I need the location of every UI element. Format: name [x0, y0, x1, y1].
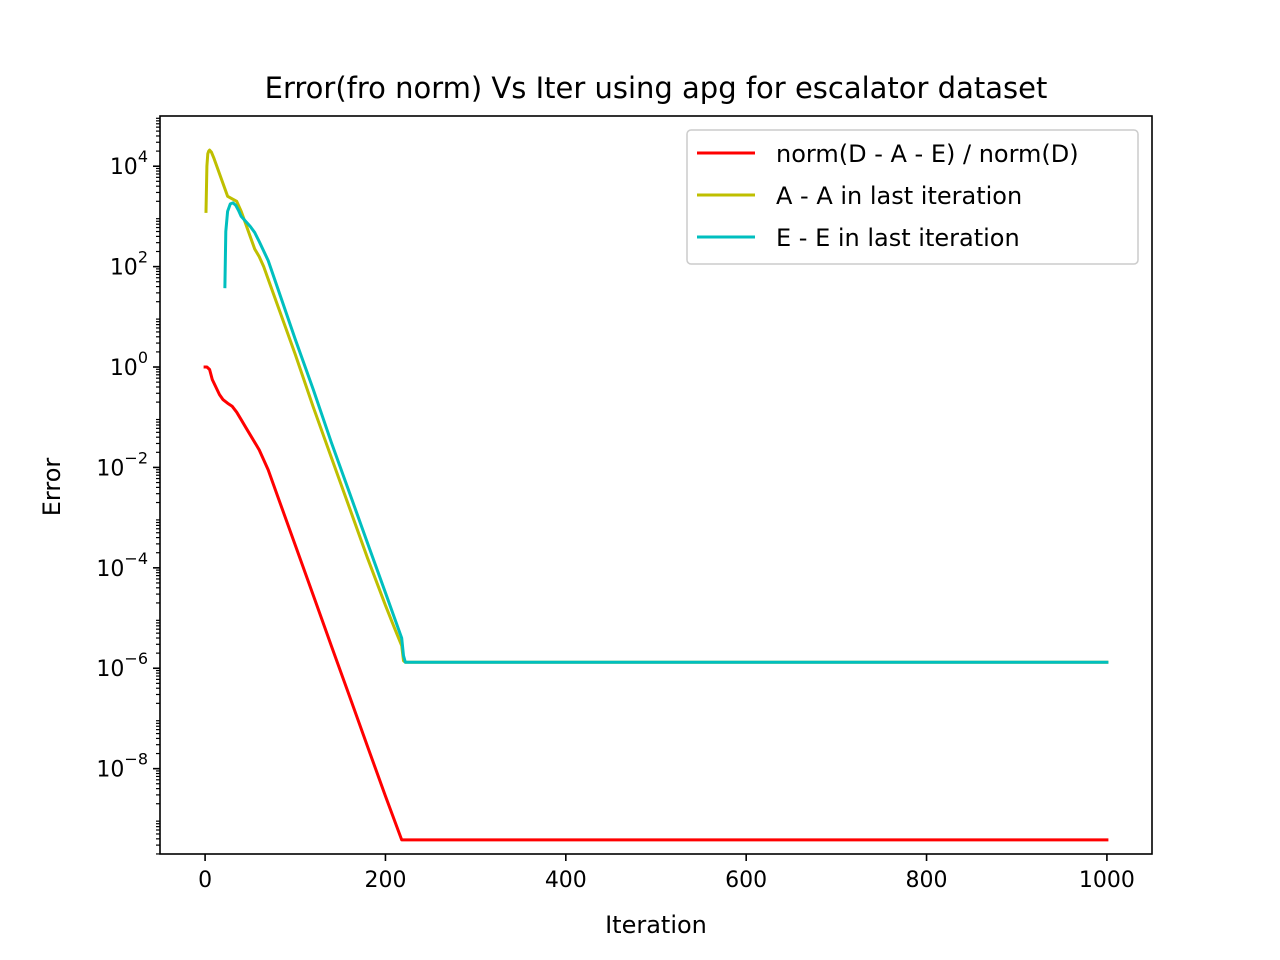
y-tick-label: 10−2 [96, 448, 148, 481]
series-line-1 [203, 365, 1109, 842]
legend-label-3: E - E in last iteration [776, 224, 1020, 252]
x-tick-label: 1000 [1079, 868, 1135, 893]
legend-label-2: A - A in last iteration [776, 182, 1022, 210]
y-axis: 104 102 100 10−2 10−4 10−6 10−8 [96, 117, 160, 855]
y-tick-label: 10−4 [96, 549, 148, 582]
x-axis: 0 200 400 600 800 1000 [198, 854, 1135, 893]
y-tick-label: 10−8 [96, 750, 148, 783]
x-axis-label: Iteration [605, 911, 707, 939]
y-tick-label: 102 [110, 248, 148, 281]
y-tick-label: 100 [110, 348, 148, 381]
x-tick-label: 0 [198, 868, 212, 893]
x-tick-label: 600 [725, 868, 767, 893]
chart-title: Error(fro norm) Vs Iter using apg for es… [265, 71, 1048, 105]
y-tick-label: 104 [110, 147, 148, 180]
y-tick-label: 10−6 [96, 649, 148, 682]
x-tick-label: 200 [364, 868, 406, 893]
legend: norm(D - A - E) / norm(D) A - A in last i… [686, 129, 1139, 265]
series-line-3 [223, 201, 1109, 664]
plot-lines [203, 148, 1109, 842]
y-axis-label: Error [38, 458, 66, 517]
plot-frame [159, 115, 1153, 855]
legend-label-1: norm(D - A - E) / norm(D) [776, 140, 1079, 168]
legend-box [686, 129, 1139, 265]
x-tick-label: 800 [906, 868, 948, 893]
x-tick-label: 400 [545, 868, 587, 893]
